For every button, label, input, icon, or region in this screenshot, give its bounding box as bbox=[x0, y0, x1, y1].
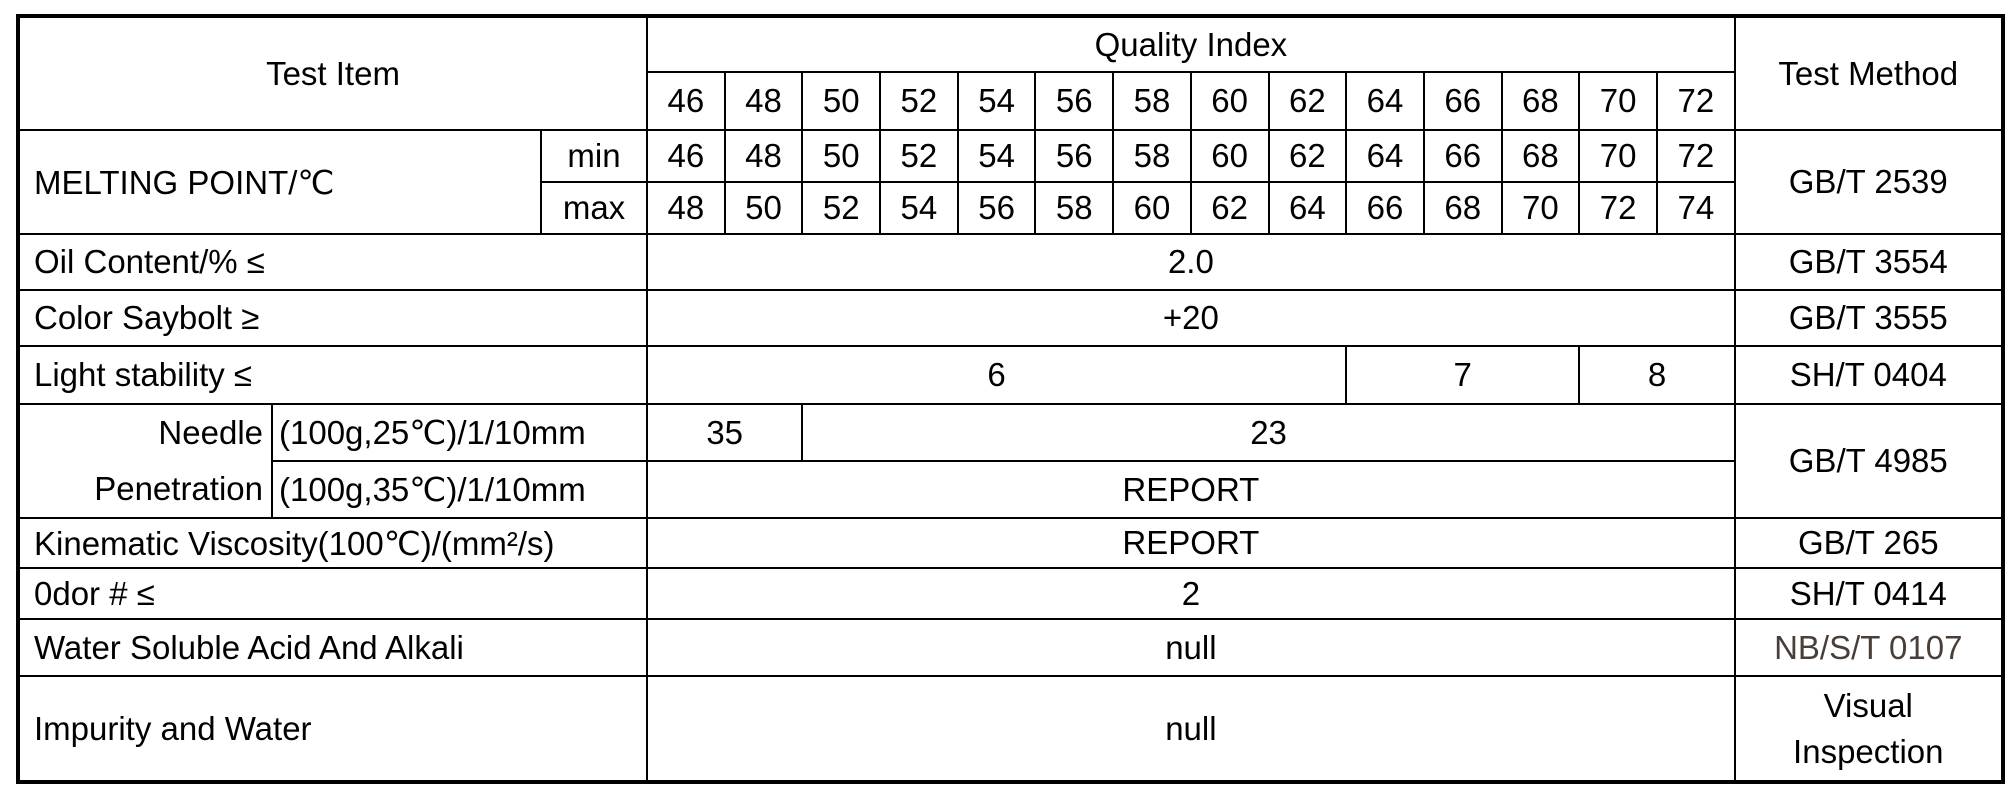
kinematic-viscosity-value: REPORT bbox=[646, 517, 1736, 569]
melting-point-label: MELTING POINT/℃ bbox=[17, 129, 542, 235]
grade-header-cell: 64 bbox=[1345, 71, 1425, 131]
needle-25c-value-1: 35 bbox=[645, 403, 804, 462]
kinematic-viscosity-row: Kinematic Viscosity(100℃)/(mm²/s) REPORT… bbox=[17, 517, 2004, 569]
color-saybolt-label: Color Saybolt ≥ bbox=[17, 289, 648, 347]
melting-max-value: 50 bbox=[723, 181, 804, 235]
method-odor: SH/T 0414 bbox=[1733, 567, 2004, 620]
grade-header-cell: 52 bbox=[879, 71, 959, 131]
header-test-item: Test Item bbox=[17, 15, 648, 131]
color-saybolt-value: +20 bbox=[646, 289, 1736, 347]
header-row-1: Test Item Quality Index Test Method bbox=[17, 15, 2004, 131]
melting-max-value: 74 bbox=[1655, 181, 1736, 235]
melting-min-value: 48 bbox=[723, 129, 804, 183]
melting-min-value: 64 bbox=[1345, 129, 1425, 183]
method-water-soluble: NB/S/T 0107 bbox=[1733, 618, 2004, 677]
quality-spec-table: Test Item Quality Index Test Method 46 4… bbox=[16, 14, 2005, 784]
needle-penetration-label: Needle Penetration bbox=[17, 403, 273, 519]
melting-min-value: 70 bbox=[1578, 129, 1658, 183]
melting-point-min-row: MELTING POINT/℃ min 46 48 50 52 54 56 58… bbox=[17, 129, 2004, 235]
needle-35c-value: REPORT bbox=[646, 460, 1736, 519]
method-light-stability: SH/T 0404 bbox=[1733, 345, 2004, 405]
melting-max-value: 48 bbox=[646, 181, 726, 235]
max-label: max bbox=[540, 181, 648, 235]
oil-content-value: 2.0 bbox=[646, 233, 1736, 291]
grade-header-cell: 66 bbox=[1422, 71, 1503, 131]
min-label: min bbox=[540, 129, 648, 183]
grade-header-cell: 54 bbox=[956, 71, 1037, 131]
header-row-grades: 46 48 50 52 54 56 58 60 62 64 66 68 70 7… bbox=[18, 71, 2003, 131]
needle-label-line1: Needle bbox=[158, 414, 263, 451]
grade-header-cell: 62 bbox=[1267, 71, 1348, 131]
grade-header-cell: 58 bbox=[1112, 71, 1192, 131]
method-color-saybolt: GB/T 3555 bbox=[1733, 289, 2004, 347]
light-stability-value-high: 8 bbox=[1578, 345, 1736, 405]
melting-min-value: 50 bbox=[801, 129, 882, 183]
grade-header-cell: 70 bbox=[1578, 71, 1658, 131]
light-stability-row: Light stability ≤ 6 7 8 SH/T 0404 bbox=[17, 345, 2004, 405]
melting-min-value: 66 bbox=[1422, 129, 1503, 183]
header-quality-index: Quality Index bbox=[646, 15, 1736, 73]
melting-min-value: 72 bbox=[1655, 129, 1736, 183]
grade-header-cell: 50 bbox=[801, 71, 882, 131]
melting-max-value: 54 bbox=[879, 181, 959, 235]
melting-max-value: 64 bbox=[1267, 181, 1348, 235]
odor-value: 2 bbox=[646, 567, 1736, 620]
method-melting-point: GB/T 2539 bbox=[1733, 129, 2004, 235]
melting-max-value: 70 bbox=[1500, 181, 1581, 235]
water-soluble-row: Water Soluble Acid And Alkali null NB/S/… bbox=[17, 618, 2004, 677]
light-stability-value-mid: 7 bbox=[1345, 345, 1581, 405]
melting-min-value: 46 bbox=[646, 129, 726, 183]
grade-header-cell: 68 bbox=[1500, 71, 1581, 131]
odor-row: 0dor # ≤ 2 SH/T 0414 bbox=[17, 567, 2004, 620]
light-stability-value-low: 6 bbox=[645, 345, 1348, 405]
needle-label-line2: Penetration bbox=[94, 470, 263, 507]
melting-point-max-row: max 48 50 52 54 56 58 60 62 64 66 68 70 … bbox=[18, 181, 2003, 235]
odor-label: 0dor # ≤ bbox=[17, 567, 648, 620]
grade-header-cell: 60 bbox=[1189, 71, 1270, 131]
color-saybolt-row: Color Saybolt ≥ +20 GB/T 3555 bbox=[17, 289, 2004, 347]
impurity-value: null bbox=[646, 675, 1736, 783]
melting-max-value: 72 bbox=[1578, 181, 1658, 235]
grade-header-cell: 72 bbox=[1655, 71, 1736, 131]
kinematic-viscosity-label: Kinematic Viscosity(100℃)/(mm²/s) bbox=[17, 517, 648, 569]
needle-35c-sublabel: (100g,35℃)/1/10mm bbox=[271, 460, 648, 519]
melting-min-value: 54 bbox=[956, 129, 1037, 183]
melting-min-value: 56 bbox=[1034, 129, 1115, 183]
needle-25c-sublabel: (100g,25℃)/1/10mm bbox=[271, 403, 648, 462]
melting-max-value: 60 bbox=[1112, 181, 1192, 235]
header-test-method: Test Method bbox=[1733, 15, 2004, 131]
oil-content-label: Oil Content/% ≤ bbox=[17, 233, 648, 291]
melting-min-value: 62 bbox=[1267, 129, 1348, 183]
method-oil-content: GB/T 3554 bbox=[1733, 233, 2004, 291]
melting-min-value: 60 bbox=[1189, 129, 1270, 183]
needle-25c-value-2: 23 bbox=[801, 403, 1736, 462]
water-soluble-value: null bbox=[646, 618, 1736, 677]
oil-content-row: Oil Content/% ≤ 2.0 GB/T 3554 bbox=[17, 233, 2004, 291]
needle-penetration-35-row: (100g,35℃)/1/10mm REPORT bbox=[18, 460, 2003, 519]
melting-max-value: 68 bbox=[1422, 181, 1503, 235]
melting-min-value: 58 bbox=[1112, 129, 1192, 183]
grade-header-cell: 46 bbox=[646, 71, 726, 131]
water-soluble-label: Water Soluble Acid And Alkali bbox=[17, 618, 648, 677]
method-impurity-text: Visual Inspection bbox=[1793, 686, 1944, 770]
impurity-label: Impurity and Water bbox=[17, 675, 648, 783]
impurity-row: Impurity and Water null Visual Inspectio… bbox=[17, 675, 2004, 783]
method-needle-penetration: GB/T 4985 bbox=[1733, 403, 2004, 519]
light-stability-label: Light stability ≤ bbox=[17, 345, 648, 405]
melting-max-value: 58 bbox=[1034, 181, 1115, 235]
needle-penetration-25-row: Needle Penetration (100g,25℃)/1/10mm 35 … bbox=[17, 403, 2004, 519]
melting-min-value: 68 bbox=[1500, 129, 1581, 183]
melting-max-value: 52 bbox=[801, 181, 882, 235]
melting-max-value: 62 bbox=[1189, 181, 1270, 235]
method-impurity: Visual Inspection bbox=[1733, 675, 2004, 783]
melting-min-value: 52 bbox=[879, 129, 959, 183]
grade-header-cell: 48 bbox=[723, 71, 804, 131]
quality-spec-table-wrapper: Test Item Quality Index Test Method 46 4… bbox=[16, 14, 2005, 784]
grade-header-cell: 56 bbox=[1034, 71, 1115, 131]
melting-max-value: 66 bbox=[1345, 181, 1425, 235]
melting-max-value: 56 bbox=[956, 181, 1037, 235]
method-kinematic-viscosity: GB/T 265 bbox=[1733, 517, 2004, 569]
